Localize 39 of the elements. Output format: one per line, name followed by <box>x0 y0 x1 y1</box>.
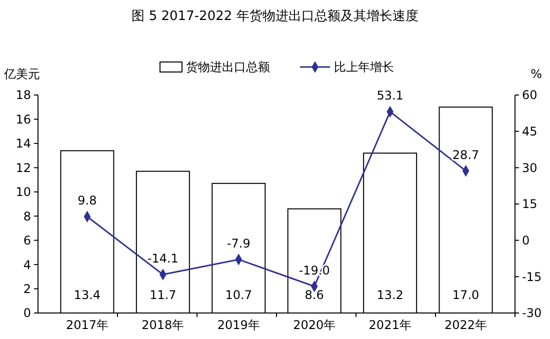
y2-tick-label: 15 <box>522 197 538 212</box>
data-label: -14.1 <box>147 251 178 266</box>
y2-tick-label: -15 <box>522 270 542 284</box>
y2-axis-title: % <box>530 67 542 81</box>
y2-tick-label: 30 <box>522 160 538 175</box>
x-tick-label: 2018年 <box>142 318 184 332</box>
data-label: 10.7 <box>225 288 252 302</box>
y2-tick-label: -30 <box>522 306 542 320</box>
y-tick-label: 6 <box>23 234 31 248</box>
chart-title: 图 5 2017-2022 年货物进出口总额及其增长速度 <box>132 8 418 24</box>
legend-label: 货物进出口总额 <box>186 60 270 74</box>
x-tick-label: 2022年 <box>444 318 488 332</box>
y-tick-label: 14 <box>16 136 31 151</box>
data-label: 53.1 <box>376 88 404 103</box>
y2-tick-label: 45 <box>522 124 538 139</box>
y-tick-label: 10 <box>16 185 31 200</box>
y-tick-label: 18 <box>16 88 31 102</box>
y-tick-label: 8 <box>23 209 31 224</box>
y-axis-title: 亿美元 <box>3 67 40 81</box>
y-tick-label: 4 <box>23 258 31 272</box>
data-label: 13.2 <box>376 288 404 302</box>
y-tick-label: 0 <box>23 306 31 320</box>
data-label: 11.7 <box>150 288 176 302</box>
legend-label: 比上年增长 <box>334 60 394 74</box>
data-label: -7.9 <box>226 236 250 250</box>
x-tick-label: 2017年 <box>66 318 108 332</box>
y-tick-label: 2 <box>23 282 31 296</box>
x-tick-label: 2019年 <box>217 318 260 332</box>
data-label: 13.4 <box>74 288 101 302</box>
y-tick-label: 12 <box>16 160 31 175</box>
data-label: 8.6 <box>304 288 324 302</box>
data-label: 28.7 <box>452 148 480 162</box>
y2-tick-label: 0 <box>522 234 530 248</box>
x-tick-label: 2020年 <box>293 318 336 332</box>
data-label: 17.0 <box>452 288 480 302</box>
y2-tick-label: 60 <box>522 88 538 102</box>
y-tick-label: 16 <box>16 112 31 126</box>
data-label: 9.8 <box>78 194 97 208</box>
x-tick-label: 2021年 <box>368 318 412 332</box>
